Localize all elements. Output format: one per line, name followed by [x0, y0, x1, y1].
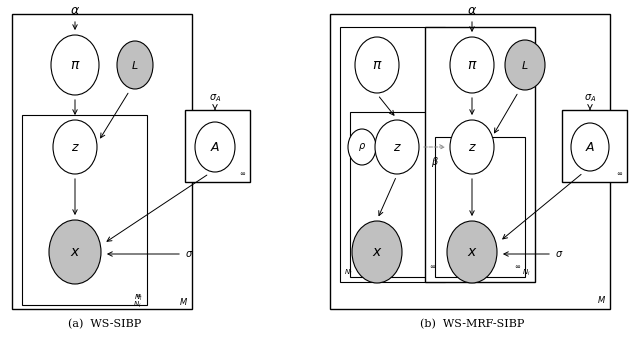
Text: $A$: $A$: [585, 141, 595, 153]
Bar: [435, 137, 525, 277]
Text: $\beta$: $\beta$: [431, 155, 438, 169]
Text: $x$: $x$: [70, 245, 81, 259]
Text: $z$: $z$: [392, 141, 401, 153]
Text: $N_i$: $N_i$: [522, 268, 531, 278]
Text: $\infty$: $\infty$: [135, 292, 142, 300]
Text: $A$: $A$: [210, 141, 220, 153]
Text: $\sigma$: $\sigma$: [555, 249, 563, 259]
Text: $z$: $z$: [70, 141, 79, 153]
Bar: [22, 115, 147, 305]
Text: $\pi$: $\pi$: [467, 58, 477, 72]
Text: $\infty$: $\infty$: [239, 170, 246, 178]
Ellipse shape: [571, 123, 609, 171]
Ellipse shape: [352, 221, 402, 283]
Ellipse shape: [117, 41, 153, 89]
Ellipse shape: [348, 129, 376, 165]
Text: $\sigma_A$: $\sigma_A$: [584, 92, 596, 104]
Text: $M$: $M$: [179, 296, 188, 307]
Text: $\sigma$: $\sigma$: [185, 249, 193, 259]
Text: $N_i$: $N_i$: [133, 300, 142, 310]
Ellipse shape: [447, 221, 497, 283]
Text: $N_i$: $N_i$: [134, 293, 143, 303]
Text: $\pi$: $\pi$: [70, 58, 80, 72]
Text: $\rho$: $\rho$: [358, 141, 366, 153]
Text: $x$: $x$: [467, 245, 477, 259]
Text: $\sigma_A$: $\sigma_A$: [209, 92, 221, 104]
Text: (a)  WS-SIBP: (a) WS-SIBP: [68, 319, 141, 329]
Bar: [185, 110, 250, 182]
Text: $L$: $L$: [131, 59, 139, 71]
Ellipse shape: [505, 40, 545, 90]
Ellipse shape: [450, 120, 494, 174]
Text: (b)  WS-MRF-SIBP: (b) WS-MRF-SIBP: [420, 319, 524, 329]
Ellipse shape: [51, 35, 99, 95]
Text: $\alpha$: $\alpha$: [467, 3, 477, 17]
Ellipse shape: [375, 120, 419, 174]
Text: $x$: $x$: [372, 245, 382, 259]
Bar: [425, 27, 535, 282]
Text: $\infty$: $\infty$: [514, 263, 521, 271]
Text: $N_i$: $N_i$: [344, 268, 353, 278]
Ellipse shape: [355, 37, 399, 93]
Bar: [350, 112, 440, 277]
Ellipse shape: [49, 220, 101, 284]
Text: $\infty$: $\infty$: [616, 170, 623, 178]
Bar: [340, 27, 445, 282]
Text: $\pi$: $\pi$: [372, 58, 382, 72]
Text: $L$: $L$: [521, 59, 529, 71]
Text: $\alpha$: $\alpha$: [70, 3, 80, 17]
Ellipse shape: [195, 122, 235, 172]
Bar: [330, 14, 610, 309]
Ellipse shape: [53, 120, 97, 174]
Text: $M$: $M$: [597, 294, 606, 305]
Text: $z$: $z$: [468, 141, 476, 153]
Text: $\infty$: $\infty$: [429, 263, 436, 271]
Bar: [12, 14, 192, 309]
Ellipse shape: [450, 37, 494, 93]
Bar: [562, 110, 627, 182]
